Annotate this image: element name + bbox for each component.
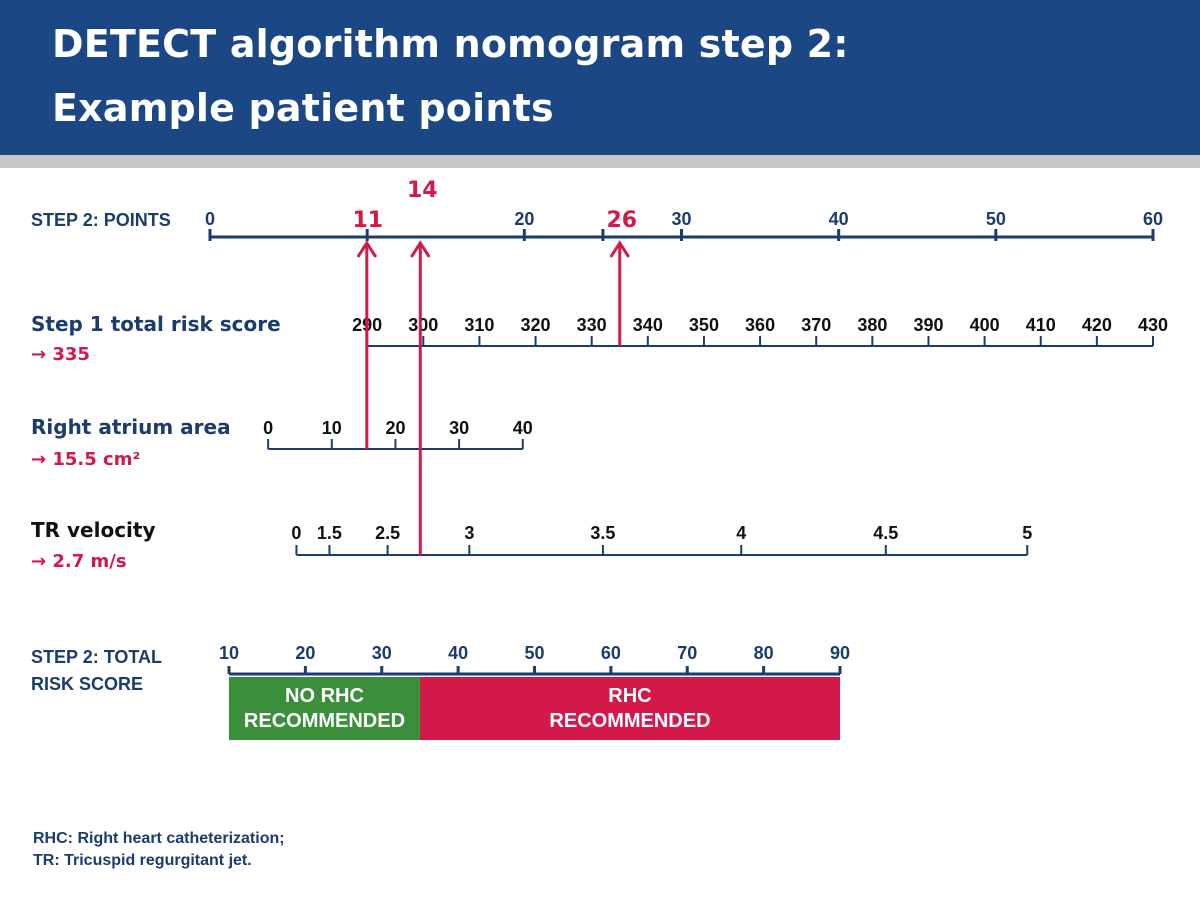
tr-tick-label: 0: [291, 523, 301, 543]
header-banner: [0, 0, 1200, 155]
tr-velocity-value: → 2.7 m/s: [31, 551, 127, 572]
ra-tick-label: 40: [513, 418, 533, 438]
tr-tick-label: 2.5: [375, 523, 400, 543]
total-axis-tick-label: 70: [677, 643, 697, 663]
tr-tick-label: 3.5: [590, 523, 615, 543]
points-axis-tick-label: 50: [986, 209, 1006, 229]
variable-labels: Step 1 total risk score → 335 Right atri…: [31, 312, 281, 572]
patient-arrows: 26 11 14: [353, 178, 637, 555]
risk-score-label: Step 1 total risk score: [31, 312, 281, 336]
right-atrium-label: Right atrium area: [31, 415, 231, 439]
points-axis-tick-label: 0: [205, 209, 215, 229]
tr-tick-label: 4: [736, 523, 746, 543]
page-title-line-2: Example patient points: [52, 86, 554, 130]
footnote: RHC: Right heart catheterization; TR: Tr…: [33, 828, 285, 872]
rhc-text-line-2: RECOMMENDED: [549, 710, 710, 732]
risk-tick-label: 380: [857, 315, 887, 335]
rhc-zone: [419, 677, 840, 740]
ra-points-label: 11: [353, 208, 384, 233]
points-axis-tick-label: 20: [514, 209, 534, 229]
tr-arrow-head: [410, 240, 431, 258]
points-axis-tick-label: 30: [671, 209, 691, 229]
total-axis-tick-label: 90: [830, 643, 850, 663]
risk-tick-label: 350: [689, 315, 719, 335]
total-axis-tick-label: 10: [219, 643, 239, 663]
total-axis-tick-label: 20: [295, 643, 315, 663]
points-axis-tick-label: 60: [1143, 209, 1163, 229]
variable-axes: 2903003103203303403503603703803904004104…: [263, 315, 1168, 556]
footnote-line-2: TR: Tricuspid regurgitant jet.: [33, 852, 252, 869]
tr-tick-label: 4.5: [873, 523, 898, 543]
page-title-line-1: DETECT algorithm nomogram step 2:: [52, 22, 849, 66]
risk-tick-label: 390: [913, 315, 943, 335]
rhc-text-line-1: RHC: [608, 685, 651, 707]
ra-tick-label: 0: [263, 418, 273, 438]
tr-points-label: 14: [407, 178, 438, 203]
risk-score-value: → 335: [31, 344, 90, 365]
no-rhc-text-line-1: NO RHC: [285, 685, 364, 707]
total-axis-label-line-2: RISK SCORE: [31, 674, 143, 694]
risk-tick-label: 310: [464, 315, 494, 335]
total-axis-tick-label: 80: [754, 643, 774, 663]
ra-tick-label: 20: [385, 418, 405, 438]
ra-tick-label: 10: [322, 418, 342, 438]
risk-tick-label: 370: [801, 315, 831, 335]
right-atrium-value: → 15.5 cm²: [31, 449, 140, 470]
risk-arrow-head: [609, 240, 631, 258]
tr-tick-label: 3: [464, 523, 474, 543]
tr-tick-label: 5: [1022, 523, 1032, 543]
header-divider: [0, 155, 1200, 168]
ra-tick-label: 30: [449, 418, 469, 438]
no-rhc-zone: [229, 677, 420, 740]
footnote-line-1: RHC: Right heart catheterization;: [33, 830, 285, 847]
no-rhc-text-line-2: RECOMMENDED: [244, 710, 405, 732]
points-axis-tick-label: 40: [829, 209, 849, 229]
tr-tick-label: 1.5: [317, 523, 342, 543]
tr-velocity-label: TR velocity: [31, 518, 156, 542]
points-axis-label: STEP 2: POINTS: [31, 210, 171, 230]
risk-tick-label: 300: [408, 315, 438, 335]
risk-tick-label: 410: [1026, 315, 1056, 335]
total-axis-tick-label: 30: [372, 643, 392, 663]
risk-tick-label: 330: [577, 315, 607, 335]
risk-points-label: 26: [606, 208, 637, 233]
total-axis-tick-label: 60: [601, 643, 621, 663]
total-axis-tick-label: 40: [448, 643, 468, 663]
total-axis-label-line-1: STEP 2: TOTAL: [31, 647, 162, 667]
total-axis-tick-label: 50: [524, 643, 544, 663]
risk-tick-label: 400: [970, 315, 1000, 335]
risk-tick-label: 420: [1082, 315, 1112, 335]
risk-tick-label: 320: [521, 315, 551, 335]
risk-tick-label: 340: [633, 315, 663, 335]
total-risk-axis: STEP 2: TOTAL RISK SCORE 10 20 30 40 50 60 70 8…: [31, 643, 850, 740]
risk-tick-label: 430: [1138, 315, 1168, 335]
points-axis: STEP 2: POINTS 0 20 30 40 50 60: [31, 209, 1163, 241]
risk-tick-label: 360: [745, 315, 775, 335]
ra-arrow-head: [356, 240, 378, 258]
